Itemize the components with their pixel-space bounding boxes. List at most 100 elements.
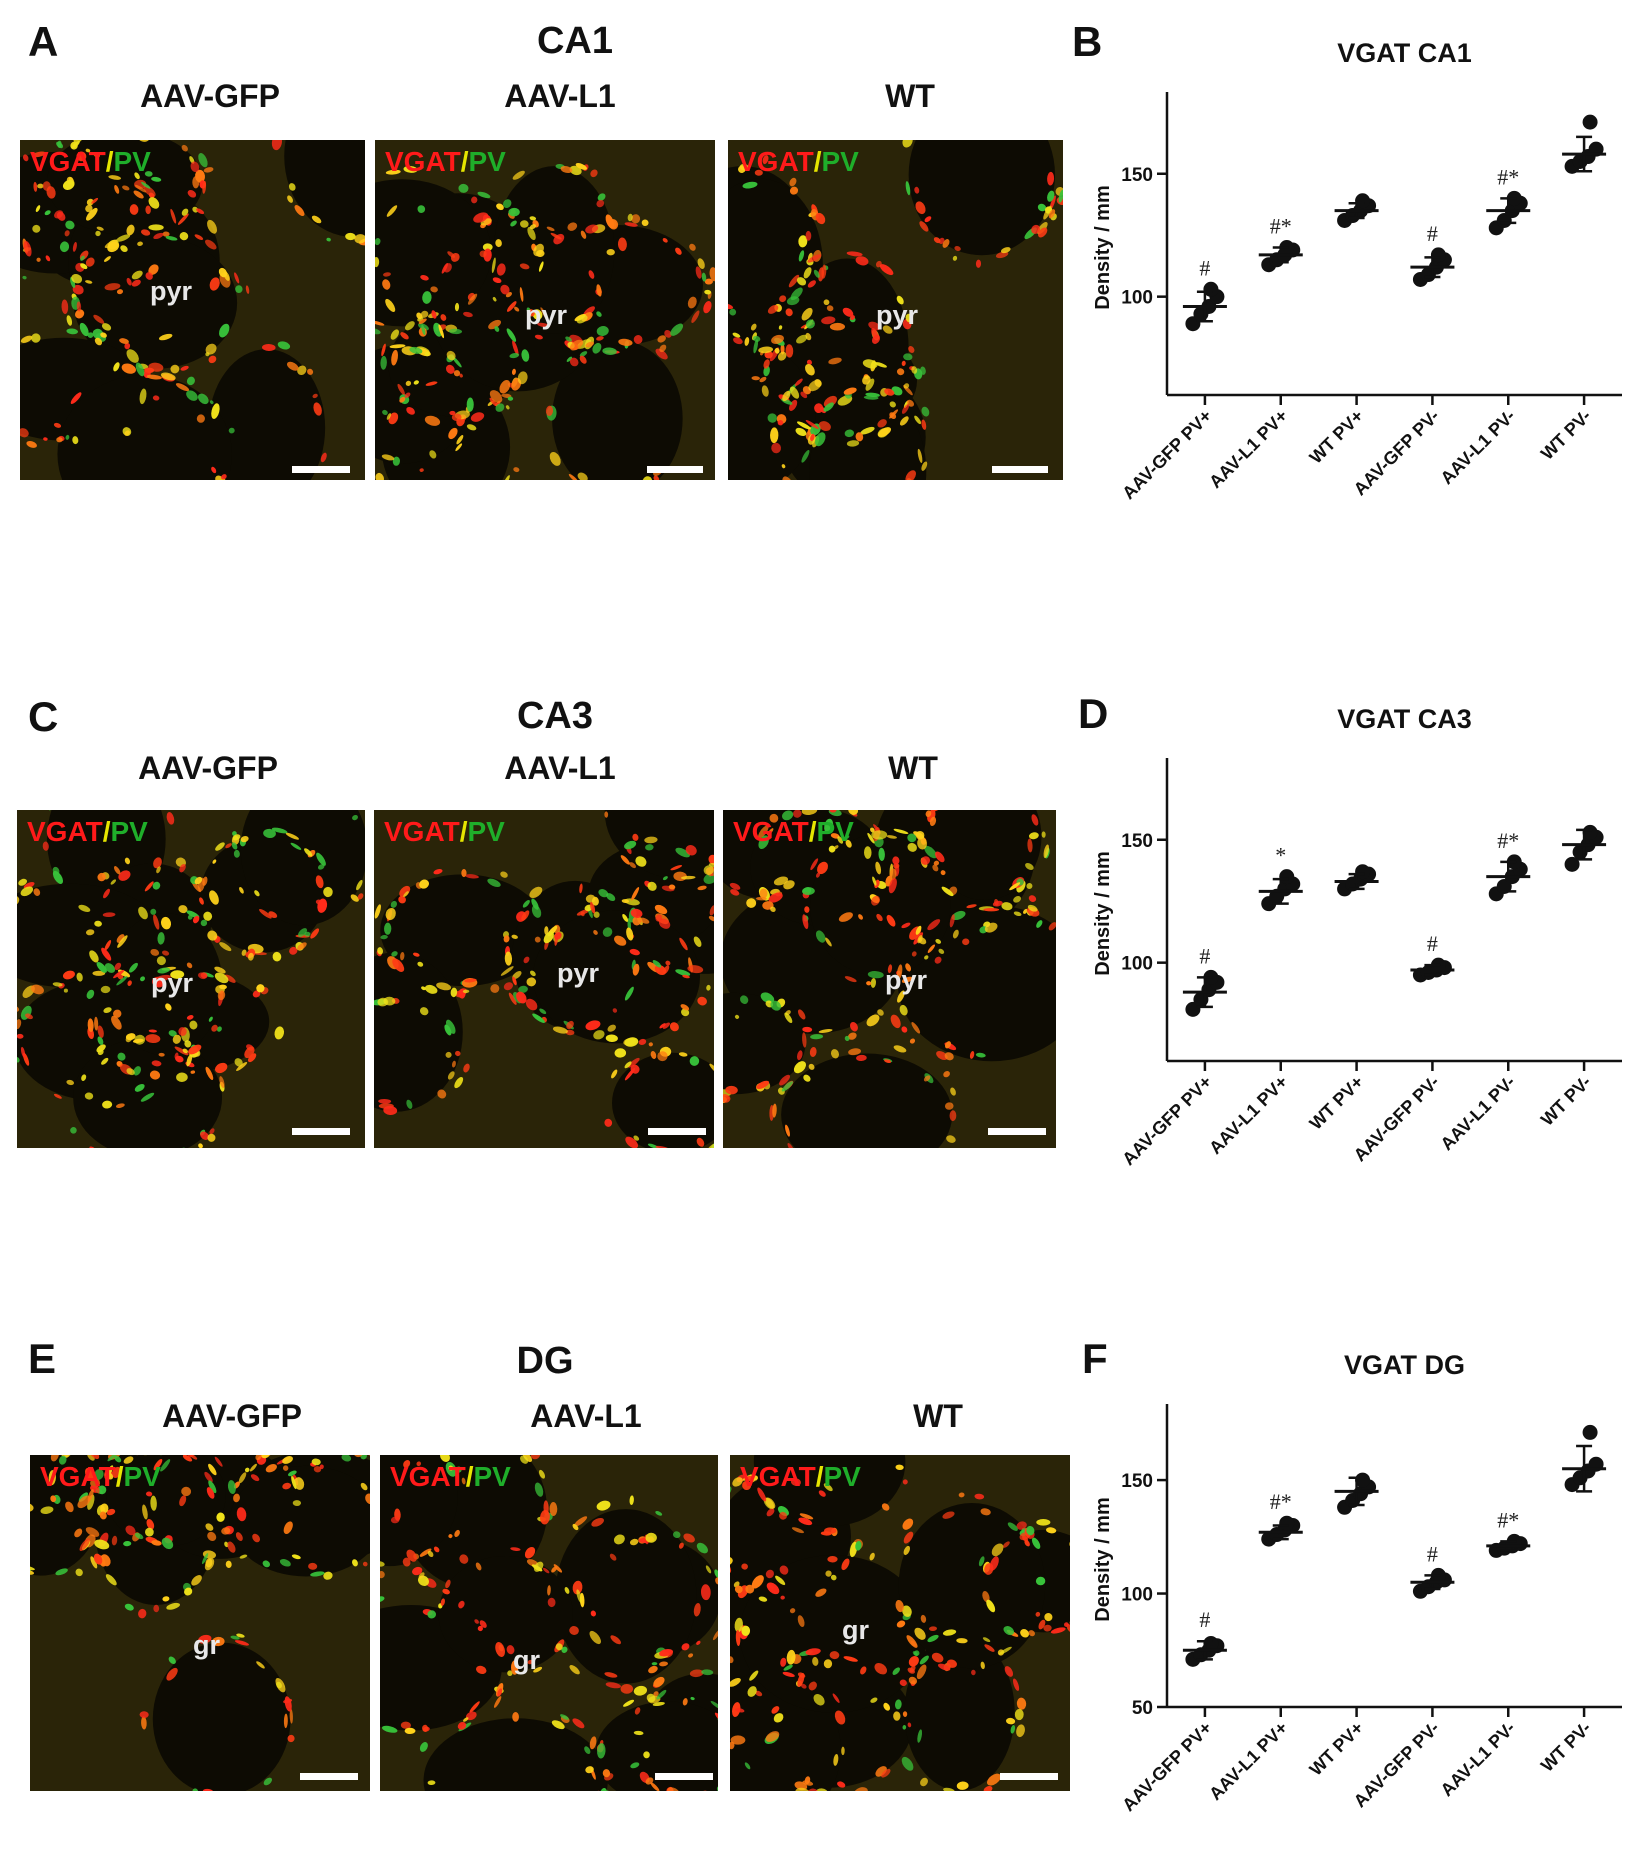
stain-label: VGAT/PV — [384, 816, 505, 847]
stain-label: VGAT/PV — [27, 816, 148, 847]
micrograph-texture — [374, 810, 714, 1148]
x-tick-label: AAV-L1 PV- — [1437, 1072, 1520, 1155]
stain-label: VGAT/PV — [385, 146, 506, 177]
panel-letter-a: A — [28, 18, 59, 65]
stain-label: VGAT/PV — [738, 146, 859, 177]
scale-bar — [1000, 1773, 1058, 1780]
significance-mark: #* — [1270, 1489, 1292, 1514]
column-header-aav-gfp: AAV-GFP — [162, 1398, 302, 1434]
data-point — [1582, 824, 1598, 840]
x-tick-label: AAV-GFP PV+ — [1118, 1072, 1215, 1169]
cell-type-label: pyr — [557, 958, 600, 988]
data-point — [1355, 193, 1371, 209]
data-point — [1582, 1424, 1598, 1440]
micrograph-dg-wt: VGAT/PV gr — [730, 1455, 1070, 1791]
cell-type-label: gr — [193, 1630, 220, 1660]
data-point — [1279, 1515, 1295, 1531]
data-point — [1355, 1472, 1371, 1488]
y-tick-label: 50 — [1132, 1698, 1153, 1719]
cell-type-label: pyr — [150, 276, 193, 306]
panel-letter-f: F — [1082, 1335, 1108, 1382]
scale-bar — [988, 1128, 1046, 1135]
chart-title: VGAT CA3 — [1337, 704, 1472, 734]
x-tick-label: WT PV- — [1537, 1072, 1595, 1130]
micrograph-ca3-wt: VGAT/PV pyr — [723, 810, 1056, 1148]
y-axis-label: Density / mm — [1092, 851, 1114, 975]
panel-letter-d: D — [1078, 690, 1109, 737]
data-point — [1355, 864, 1371, 880]
significance-mark: #* — [1270, 214, 1292, 239]
dot-plot: VGAT CA1 100 150 Density / mm AAV-GFP PV+ # AA… — [1092, 38, 1622, 503]
significance-mark: #* — [1497, 828, 1519, 853]
region-title-ca3: CA3 — [516, 695, 594, 737]
y-tick-label: 150 — [1121, 165, 1153, 186]
column-header-aav-l1: AAV-L1 — [530, 1398, 642, 1434]
micrograph-ca1-aav-l1: VGAT/PV pyr — [375, 140, 715, 480]
micrograph-texture — [20, 140, 365, 480]
significance-mark: # — [1427, 1541, 1438, 1566]
significance-mark: # — [1199, 943, 1210, 968]
scale-bar — [647, 466, 703, 473]
scale-bar — [292, 466, 350, 473]
stain-label: VGAT/PV — [40, 1461, 161, 1492]
scale-bar — [655, 1773, 713, 1780]
panel-letter-b: B — [1072, 18, 1103, 65]
significance-mark: * — [1275, 843, 1286, 868]
cell-type-label: pyr — [525, 300, 568, 330]
stain-label: VGAT/PV — [30, 146, 151, 177]
x-tick-label: WT PV- — [1537, 406, 1595, 464]
cell-type-label: gr — [513, 1645, 540, 1675]
micrograph-dg-aav-l1: VGAT/PV gr — [380, 1455, 718, 1791]
x-tick-label: WT PV+ — [1306, 1072, 1368, 1134]
y-axis-label: Density / mm — [1092, 185, 1114, 309]
micrograph-texture — [30, 1455, 370, 1791]
dot-plot: VGAT DG 50 100 150 Density / mm AAV-GFP PV+ # A… — [1092, 1350, 1622, 1815]
column-header-wt: WT — [888, 750, 938, 786]
significance-mark: # — [1199, 1607, 1210, 1632]
stain-label: VGAT/PV — [390, 1461, 511, 1492]
x-tick-label: WT PV+ — [1306, 1718, 1368, 1780]
data-point — [1582, 114, 1598, 130]
cell-type-label: pyr — [151, 968, 194, 998]
data-point — [1279, 869, 1295, 885]
x-tick-label: AAV-GFP PV+ — [1118, 1718, 1215, 1815]
chart-title: VGAT DG — [1344, 1350, 1465, 1380]
y-axis-label: Density / mm — [1092, 1497, 1114, 1621]
scale-bar — [992, 466, 1048, 473]
column-header-wt: WT — [913, 1398, 963, 1434]
micrograph-ca1-aav-gfp: VGAT/PV pyr — [20, 140, 365, 480]
y-tick-label: 100 — [1121, 288, 1153, 309]
chart-vgat-ca3: VGAT CA3 100 150 Density / mm AAV-GFP PV+ # AA… — [1072, 696, 1632, 1216]
x-tick-label: AAV-L1 PV- — [1437, 406, 1520, 489]
micrograph-dg-aav-gfp: VGAT/PV gr — [30, 1455, 370, 1791]
cell-type-label: pyr — [885, 965, 928, 995]
scale-bar — [300, 1773, 358, 1780]
panel-letter-c: C — [28, 693, 59, 740]
cell-type-label: gr — [842, 1615, 869, 1645]
data-point — [1564, 856, 1580, 872]
micrograph-texture — [380, 1455, 718, 1791]
region-title-dg: DG — [516, 1340, 574, 1382]
significance-mark: # — [1427, 221, 1438, 246]
stain-label: VGAT/PV — [733, 816, 854, 847]
micrograph-texture — [375, 140, 715, 480]
micrograph-texture — [17, 810, 365, 1148]
column-header-aav-l1: AAV-L1 — [504, 750, 616, 786]
column-header-aav-gfp: AAV-GFP — [140, 78, 280, 114]
x-tick-label: AAV-L1 PV- — [1437, 1718, 1520, 1801]
chart-title: VGAT CA1 — [1337, 38, 1472, 68]
micrograph-texture — [723, 810, 1056, 1148]
x-tick-label: AAV-L1 PV+ — [1205, 1718, 1291, 1804]
y-tick-label: 150 — [1121, 1471, 1153, 1492]
x-tick-label: WT PV- — [1537, 1718, 1595, 1776]
stain-label: VGAT/PV — [740, 1461, 861, 1492]
data-point — [1430, 247, 1446, 263]
chart-vgat-ca1: VGAT CA1 100 150 Density / mm AAV-GFP PV+ # AA… — [1072, 30, 1632, 550]
micrograph-ca3-aav-l1: VGAT/PV pyr — [374, 810, 714, 1148]
scale-bar — [292, 1128, 350, 1135]
y-tick-label: 100 — [1121, 954, 1153, 975]
region-title-ca1: CA1 — [536, 20, 614, 62]
x-tick-label: AAV-L1 PV+ — [1205, 1072, 1291, 1158]
column-header-aav-l1: AAV-L1 — [504, 78, 616, 114]
micrograph-texture — [728, 140, 1063, 480]
